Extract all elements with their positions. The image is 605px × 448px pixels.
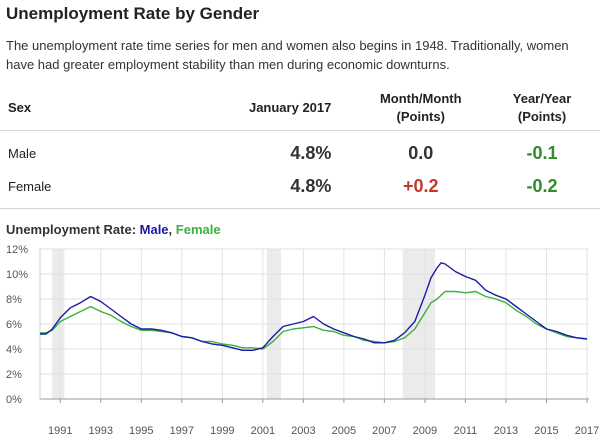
header-month: Month/Month (Points)	[357, 86, 485, 131]
chart-title-female: Female	[175, 222, 221, 237]
y-tick-label: 10%	[6, 269, 28, 281]
row-sex-label: Female	[8, 179, 52, 194]
page-title: Unemployment Rate by Gender	[6, 4, 260, 23]
x-tick-label: 1995	[129, 425, 153, 437]
x-tick-label: 1993	[89, 425, 113, 437]
y-tick-label: 0%	[6, 394, 22, 406]
x-tick-label: 2001	[251, 425, 275, 437]
x-tick-label: 2003	[291, 425, 315, 437]
header-month-line2: (Points)	[396, 109, 445, 124]
chart-title-prefix: Unemployment Rate:	[6, 222, 140, 237]
row-current-value: 4.8%	[290, 142, 332, 163]
y-tick-label: 2%	[6, 369, 22, 381]
table-row-female: Female 4.8% +0.2 -0.2	[0, 171, 600, 202]
x-tick-label: 2017	[575, 425, 599, 437]
header-year: Year/Year (Points)	[484, 86, 600, 131]
row-year-change: -0.1	[526, 142, 558, 163]
x-tick-label: 2015	[534, 425, 558, 437]
page-description: The unemployment rate time series for me…	[6, 38, 569, 72]
row-current-value: 4.8%	[290, 176, 332, 196]
header-year-line2: (Points)	[517, 109, 567, 124]
chart-title-separator: ,	[168, 222, 176, 237]
x-tick-label: 1991	[48, 425, 72, 437]
row-month-change: 0.0	[408, 142, 434, 163]
stats-table: Sex January 2017 Month/Month (Points) Ye…	[0, 86, 600, 202]
x-tick-label: 2009	[413, 425, 437, 437]
row-sex-label: Male	[8, 145, 37, 161]
x-tick-label: 2011	[454, 425, 478, 437]
row-month-change: +0.2	[402, 176, 439, 196]
y-tick-label: 8%	[6, 294, 22, 306]
x-tick-label: 1999	[210, 425, 234, 437]
row-year-change: -0.2	[526, 176, 558, 196]
y-tick-label: 6%	[6, 319, 22, 331]
series-line-female	[40, 290, 588, 350]
header-current: January 2017	[169, 86, 358, 131]
table-header-row: Sex January 2017 Month/Month (Points) Ye…	[0, 86, 600, 131]
section-divider	[0, 208, 600, 209]
chart-title: Unemployment Rate: Male, Female	[6, 222, 221, 237]
x-tick-label: 2005	[332, 425, 356, 437]
x-tick-label: 2007	[372, 425, 396, 437]
header-year-line1: Year/Year	[512, 91, 572, 106]
series-line-male	[40, 262, 588, 352]
header-sex: Sex	[0, 86, 170, 131]
x-tick-label: 2013	[494, 425, 518, 437]
chart-title-male: Male	[139, 222, 169, 237]
table-row-male: Male 4.8% 0.0 -0.1	[0, 131, 600, 172]
line-chart: 0% 2% 4% 6% 8% 10% 12% 1991 1993 1995 1997 1999 2001…	[6, 244, 599, 437]
y-tick-label: 12%	[6, 244, 28, 256]
y-tick-label: 4%	[6, 344, 22, 356]
header-month-line1: Month/Month	[379, 91, 462, 106]
x-tick-label: 1997	[170, 425, 194, 437]
